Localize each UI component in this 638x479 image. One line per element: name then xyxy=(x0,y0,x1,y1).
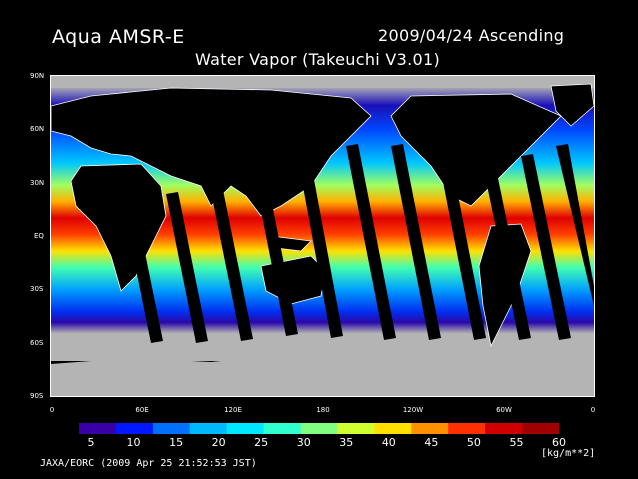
lon-label-0-left: 0 xyxy=(49,406,55,414)
swath-gap xyxy=(256,184,298,336)
lon-label-180: 180 xyxy=(316,406,330,414)
colorbar-cell xyxy=(485,423,523,434)
credit-line: JAXA/EORC (2009 Apr 25 21:52:53 JST) xyxy=(40,458,257,469)
land-europe-asia xyxy=(51,87,372,217)
colorbar xyxy=(79,423,559,434)
arctic-ice xyxy=(51,76,594,88)
colorbar-cell xyxy=(189,423,228,434)
colorbar-tick-label: 5 xyxy=(87,436,95,449)
lat-label-90n: 90N xyxy=(30,72,45,80)
land-south-america xyxy=(478,223,532,348)
swath-gap xyxy=(436,144,486,340)
colorbar-unit: [kg/m**2] xyxy=(541,448,596,459)
land-north-america xyxy=(390,93,562,207)
land-greenland xyxy=(550,83,594,127)
colorbar-cell xyxy=(337,423,375,434)
colorbar-tick-label: 15 xyxy=(169,436,184,449)
lon-label-0-right: 0 xyxy=(590,406,596,414)
swath-gap xyxy=(391,144,441,340)
colorbar-cell xyxy=(300,423,338,434)
colorbar-tick-label: 60 xyxy=(552,436,566,449)
colorbar-cell xyxy=(263,423,302,434)
lat-label-eq: EQ xyxy=(34,232,44,240)
swath-gap xyxy=(346,144,396,340)
swath-gap xyxy=(166,192,208,343)
lon-label-120e: 120E xyxy=(224,406,242,414)
lat-label-60n: 60N xyxy=(30,125,45,133)
colorbar-cell xyxy=(374,423,412,434)
lat-label-30n: 30N xyxy=(30,179,45,187)
lon-label-60e: 60E xyxy=(135,406,149,414)
water-vapor-map xyxy=(50,75,595,397)
swath-gap xyxy=(521,154,571,340)
satellite-title: Aqua AMSR-E xyxy=(52,26,185,48)
lon-label-120w: 120W xyxy=(402,406,424,414)
colorbar-tick-label: 20 xyxy=(211,436,226,449)
swath-gap xyxy=(556,144,594,306)
colorbar-tick-label: 10 xyxy=(126,436,141,449)
swath-gap xyxy=(301,174,343,338)
colorbar-tick-label: 50 xyxy=(466,436,481,449)
antarctic-ice xyxy=(51,354,594,396)
colorbar-cell xyxy=(448,423,486,434)
colorbar-cell xyxy=(79,423,117,434)
lat-label-30s: 30S xyxy=(30,285,44,293)
lat-label-60s: 60S xyxy=(30,339,44,347)
date-orbit-label: 2009/04/24 Ascending xyxy=(378,26,565,45)
colorbar-tick-label: 35 xyxy=(339,436,354,449)
lon-label-60w: 60W xyxy=(496,406,512,414)
product-title: Water Vapor (Takeuchi V3.01) xyxy=(195,50,441,69)
colorbar-tick-label: 25 xyxy=(254,436,269,449)
colorbar-cell xyxy=(226,423,265,434)
colorbar-tick-label: 30 xyxy=(296,436,311,449)
colorbar-cell xyxy=(522,423,559,434)
swath-gap xyxy=(481,154,531,340)
colorbar-tick-label: 40 xyxy=(381,436,396,449)
swath-gap xyxy=(121,194,163,343)
lat-label-90s: 90S xyxy=(30,392,44,400)
colorbar-cell xyxy=(411,423,449,434)
colorbar-tick-label: 45 xyxy=(424,436,439,449)
swath-gap xyxy=(211,190,253,341)
colorbar-cell xyxy=(115,423,154,434)
colorbar-tick-label: 55 xyxy=(509,436,524,449)
colorbar-cell xyxy=(152,423,191,434)
